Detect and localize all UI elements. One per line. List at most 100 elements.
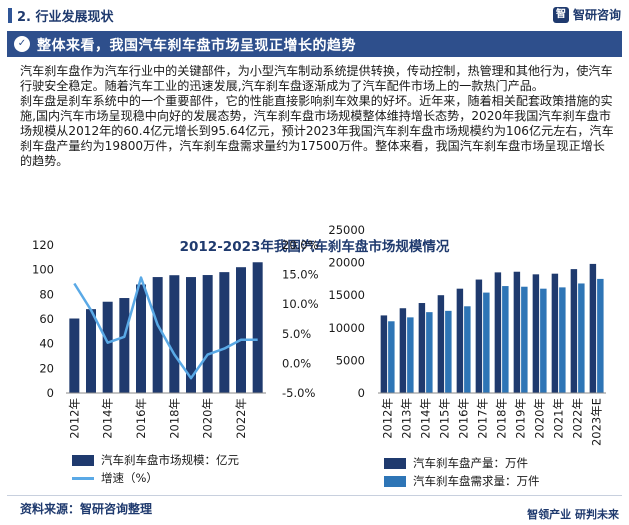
x-tick-label: 2020年 [201, 398, 215, 439]
bar-output [589, 263, 597, 393]
bar-demand [407, 317, 414, 393]
source-note: 资料来源：智研咨询整理 [20, 502, 153, 516]
bar-output [437, 295, 445, 393]
bar-market-size [252, 262, 263, 393]
x-tick-label: 2016年 [134, 398, 148, 439]
x-tick-label: 2014年 [419, 398, 433, 439]
y-right-tick-label: 10.0% [282, 297, 319, 311]
bar-market-size [119, 298, 130, 393]
bar-demand [540, 288, 547, 393]
x-tick-label: 2014年 [101, 398, 115, 439]
y-tick-label: 10000 [328, 321, 365, 335]
legend-label: 增速（%） [101, 471, 158, 485]
bar-output [475, 279, 483, 393]
x-tick-label: 2017年 [476, 398, 490, 439]
bar-output [513, 271, 521, 393]
y-right-tick-label: 20.0% [282, 238, 319, 252]
y-right-tick-label: -5.0% [282, 386, 315, 400]
legend-item-demand: 汽车刹车盘需求量：万件 [384, 472, 540, 490]
bar-market-size [219, 272, 230, 393]
y-left-tick-label: 0 [47, 386, 54, 400]
x-tick-label: 2012年 [381, 398, 395, 439]
bar-output [551, 273, 559, 393]
y-tick-label: 20000 [328, 256, 365, 270]
legend-swatch-line [72, 476, 94, 480]
paragraph-1: 汽车刹车盘作为汽车行业中的关键部件，为小型汽车制动系统提供转换，传动控制，热管理… [20, 64, 613, 93]
bar-demand [521, 286, 528, 393]
bar-output [570, 269, 578, 393]
x-tick-label: 2022年 [234, 398, 248, 439]
y-left-tick-label: 40 [39, 337, 54, 351]
bar-demand [559, 287, 566, 393]
y-left-tick-label: 80 [39, 287, 54, 301]
y-left-tick-label: 20 [39, 361, 54, 375]
y-right-tick-label: 0.0% [282, 356, 311, 370]
bar-market-size [152, 277, 163, 393]
bar-market-size [136, 284, 146, 393]
bar-demand [578, 283, 585, 393]
bar-market-size [202, 275, 213, 393]
legend-item-output: 汽车刹车盘产量：万件 [384, 454, 540, 472]
headline-title: 整体来看，我国汽车刹车盘市场呈现正增长的趋势 [37, 38, 356, 54]
top-bar: 2. 行业发展现状 智 智研咨询 [0, 0, 629, 30]
legend-swatch-bar [72, 454, 94, 466]
y-tick-label: 15000 [328, 288, 365, 302]
x-tick-label: 2021年 [552, 398, 566, 439]
x-tick-label: 2019年 [514, 398, 528, 439]
x-tick-label: 2020年 [533, 398, 547, 439]
paragraph-2: 刹车盘是刹车系统中的一个重要部件，它的性能直接影响刹车效果的好坏。近年来，随着相… [20, 94, 614, 168]
bar-demand [502, 286, 509, 393]
chart-title: 2012-2023年我国汽车刹车盘市场规模情况 [179, 239, 450, 255]
x-tick-label: 2023年E [590, 398, 604, 446]
x-tick-label: 2015年 [438, 398, 452, 439]
legend-label: 汽车刹车盘产量：万件 [413, 456, 528, 470]
left-chart-legend: 汽车刹车盘市场规模：亿元 增速（%） [72, 451, 239, 487]
y-tick-label: 0 [358, 386, 365, 400]
footer-slogan: 智领产业 研判未来 [527, 508, 619, 521]
y-left-tick-label: 120 [32, 238, 54, 252]
y-left-tick-label: 100 [32, 263, 54, 277]
y-right-tick-label: 15.0% [282, 268, 319, 282]
legend-item-market-size: 汽车刹车盘市场规模：亿元 [72, 451, 239, 469]
bar-output [456, 288, 464, 393]
bar-demand [464, 306, 471, 393]
headline-banner: ✓ 整体来看，我国汽车刹车盘市场呈现正增长的趋势 [7, 31, 622, 57]
bar-output [494, 272, 502, 393]
y-tick-label: 5000 [336, 353, 365, 367]
brand-name: 智研咨询 [572, 8, 621, 22]
circle-check-icon: ✓ [14, 36, 30, 52]
brand-logo-icon: 智 [552, 6, 569, 23]
bar-demand [445, 310, 452, 393]
bar-market-size [169, 275, 180, 393]
y-tick-label: 25000 [328, 223, 365, 237]
body-text: 汽车刹车盘作为汽车行业中的关键部件，为小型汽车制动系统提供转换，传动控制，热管理… [20, 64, 616, 169]
bar-output [532, 274, 540, 393]
bar-demand [483, 292, 490, 393]
right-chart-legend: 汽车刹车盘产量：万件 汽车刹车盘需求量：万件 [384, 454, 540, 490]
y-right-tick-label: 5.0% [282, 327, 311, 341]
bar-market-size [186, 277, 196, 393]
bar-demand [426, 312, 433, 393]
legend-swatch-bar [384, 475, 406, 487]
bar-output [380, 315, 388, 393]
bar-market-size [86, 309, 96, 393]
legend-item-growth: 增速（%） [72, 469, 239, 487]
x-tick-label: 2022年 [571, 398, 585, 439]
y-left-tick-label: 60 [39, 312, 54, 326]
x-tick-label: 2018年 [495, 398, 509, 439]
bar-demand [597, 278, 604, 393]
bar-market-size [102, 301, 113, 393]
footer-divider [7, 495, 622, 496]
bar-output [399, 308, 407, 393]
bar-output [418, 303, 426, 393]
bar-market-size [69, 318, 80, 393]
x-tick-label: 2018年 [167, 398, 181, 439]
x-tick-label: 2012年 [67, 398, 81, 439]
section-title: 2. 行业发展现状 [17, 10, 114, 25]
legend-swatch-bar [384, 457, 406, 469]
section-marker [8, 8, 12, 23]
x-tick-label: 2013年 [400, 398, 414, 439]
brand: 智 智研咨询 [552, 6, 621, 23]
legend-label: 汽车刹车盘需求量：万件 [413, 474, 540, 488]
